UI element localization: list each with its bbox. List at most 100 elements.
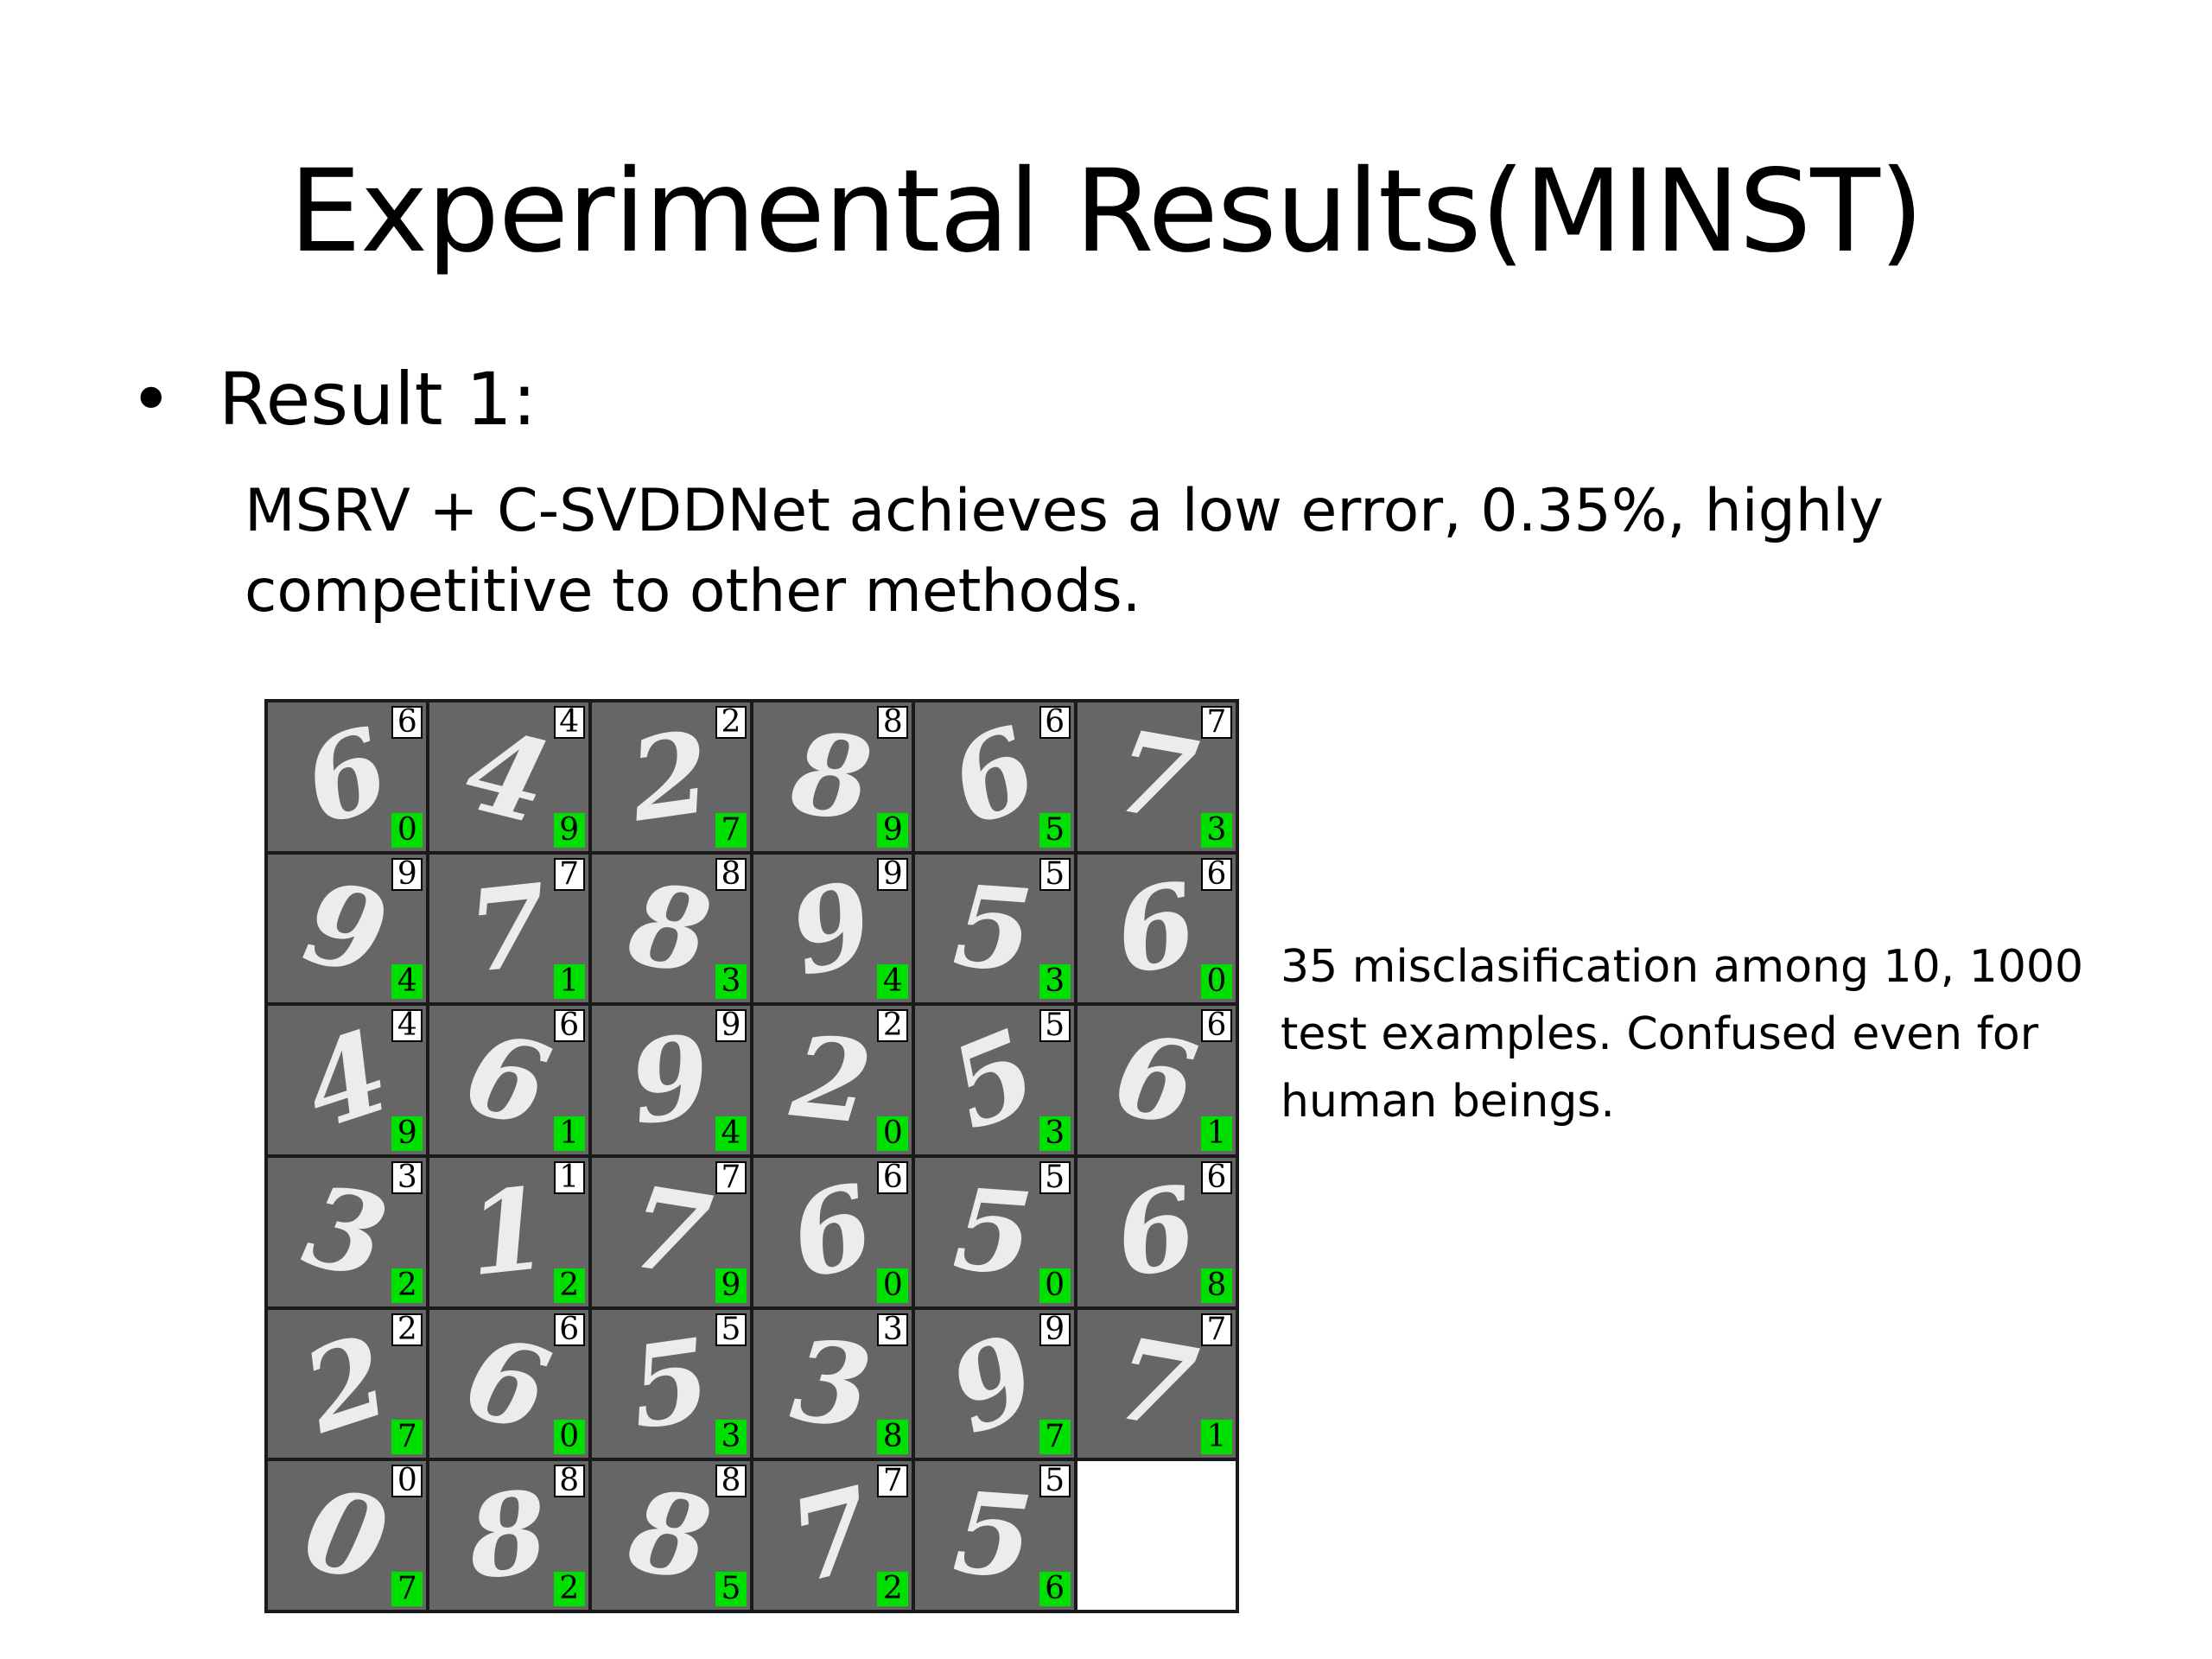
true-label: 6 xyxy=(1200,1161,1232,1194)
predicted-label: 3 xyxy=(715,964,747,1000)
predicted-label: 5 xyxy=(1039,812,1071,848)
predicted-label: 0 xyxy=(1039,1268,1071,1303)
predicted-label: 3 xyxy=(1039,964,1071,1000)
predicted-label: 4 xyxy=(391,964,423,1000)
true-label: 6 xyxy=(877,1161,909,1194)
predicted-label: 1 xyxy=(1200,1116,1232,1151)
figure-caption: 35 misclasification among 10, 1000 test … xyxy=(1281,933,2196,1135)
true-label: 4 xyxy=(553,706,585,739)
predicted-label: 9 xyxy=(391,1116,423,1151)
true-label: 1 xyxy=(553,1161,585,1194)
true-label: 2 xyxy=(391,1313,423,1346)
true-label: 6 xyxy=(553,1313,585,1346)
predicted-label: 0 xyxy=(877,1116,909,1151)
result-description: MSRV + C-SVDDNet achieves a low error, 0… xyxy=(245,471,1973,632)
predicted-label: 9 xyxy=(877,812,909,848)
true-label: 5 xyxy=(715,1313,747,1346)
predicted-label: 2 xyxy=(553,1572,585,1606)
true-label: 3 xyxy=(877,1313,909,1346)
predicted-label: 0 xyxy=(553,1420,585,1455)
true-label: 6 xyxy=(1200,1009,1232,1043)
empty-cell xyxy=(1077,1461,1236,1610)
predicted-label: 8 xyxy=(1200,1268,1232,1303)
predicted-label: 2 xyxy=(553,1268,585,1303)
predicted-label: 3 xyxy=(715,1420,747,1455)
predicted-label: 8 xyxy=(877,1420,909,1455)
true-label: 7 xyxy=(1200,706,1232,739)
predicted-label: 7 xyxy=(1039,1420,1071,1455)
true-label: 9 xyxy=(1039,1313,1071,1346)
true-label: 2 xyxy=(877,1009,909,1043)
predicted-label: 3 xyxy=(1200,812,1232,848)
predicted-label: 1 xyxy=(553,1116,585,1151)
true-label: 4 xyxy=(391,1009,423,1043)
predicted-label: 5 xyxy=(715,1572,747,1606)
figure-caption-line-1: 35 misclasification among 10, 1000 xyxy=(1281,941,2084,993)
predicted-label: 0 xyxy=(391,812,423,848)
true-label: 5 xyxy=(1039,857,1071,891)
true-label: 5 xyxy=(1039,1161,1071,1194)
figure-caption-line-2: test examples. Confused even for xyxy=(1281,1008,2039,1060)
true-label: 7 xyxy=(1200,1313,1232,1346)
predicted-label: 3 xyxy=(1039,1116,1071,1151)
true-label: 8 xyxy=(877,706,909,739)
predicted-label: 9 xyxy=(715,1268,747,1303)
true-label: 7 xyxy=(553,857,585,891)
predicted-label: 7 xyxy=(391,1572,423,1606)
true-label: 8 xyxy=(715,857,747,891)
predicted-label: 2 xyxy=(391,1268,423,1303)
result-description-line-2: competitive to other methods. xyxy=(245,557,1141,626)
true-label: 6 xyxy=(391,706,423,739)
true-label: 8 xyxy=(715,1465,747,1498)
true-label: 3 xyxy=(391,1161,423,1194)
true-label: 5 xyxy=(1039,1009,1071,1043)
true-label: 2 xyxy=(715,706,747,739)
predicted-label: 2 xyxy=(877,1572,909,1606)
predicted-label: 1 xyxy=(553,964,585,1000)
predicted-label: 0 xyxy=(877,1268,909,1303)
true-label: 9 xyxy=(715,1009,747,1043)
predicted-label: 7 xyxy=(391,1420,423,1455)
true-label: 7 xyxy=(715,1161,747,1194)
slide-title: Experimental Results(MINST) xyxy=(289,145,1924,278)
predicted-label: 6 xyxy=(1039,1572,1071,1606)
true-label: 6 xyxy=(1039,706,1071,739)
true-label: 6 xyxy=(1200,857,1232,891)
true-label: 5 xyxy=(1039,1465,1071,1498)
result-description-line-1: MSRV + C-SVDDNet achieves a low error, 0… xyxy=(245,477,1884,545)
predicted-label: 0 xyxy=(1200,964,1232,1000)
true-label: 8 xyxy=(553,1465,585,1498)
true-label: 6 xyxy=(553,1009,585,1043)
predicted-label: 9 xyxy=(553,812,585,848)
